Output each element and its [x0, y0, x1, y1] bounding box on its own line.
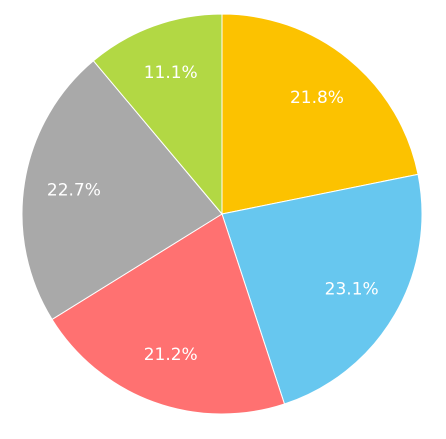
slice-label: 23.1% [325, 279, 379, 299]
slice-label: 21.8% [290, 88, 344, 108]
pie-slice [92, 13, 223, 216]
slice-label: 21.2% [144, 345, 198, 365]
pie-slice [21, 60, 223, 321]
pie-slice [51, 213, 286, 415]
slice-label: 11.1% [144, 63, 198, 83]
pie-slice [221, 173, 423, 405]
pie-slice [221, 13, 419, 215]
slice-label: 22.7% [47, 180, 101, 200]
